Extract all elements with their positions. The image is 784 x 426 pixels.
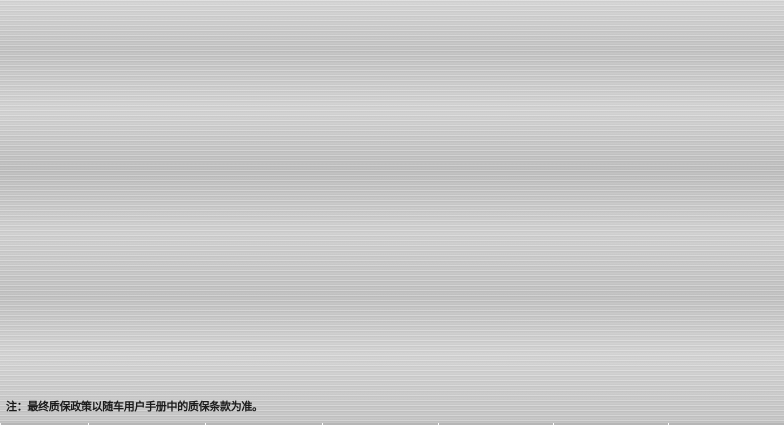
- warranty-footnote: 注：最终质保政策以随车用户手册中的质保条款为准。: [6, 398, 263, 414]
